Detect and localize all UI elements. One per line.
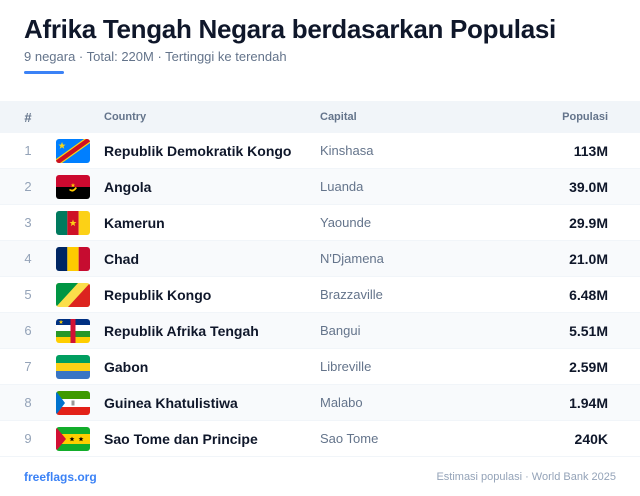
row-population: 2.59M — [569, 358, 608, 375]
row-capital: Libreville — [320, 359, 372, 374]
row-capital: N'Djamena — [320, 251, 384, 266]
row-population: 1.94M — [569, 394, 608, 411]
td-flag-icon — [56, 246, 90, 271]
table-row[interactable]: 8 Guinea Khatulistiwa Malabo 1.94M — [0, 385, 640, 421]
page-subtitle: 9 negara · Total: 220M · Tertinggi ke te… — [24, 49, 287, 64]
row-country: Republik Demokratik Kongo — [104, 142, 292, 159]
ao-flag-icon — [56, 174, 90, 199]
row-country: Gabon — [104, 358, 149, 375]
row-country: Guinea Khatulistiwa — [104, 394, 238, 411]
data-source-note: Estimasi populasi · World Bank 2025 — [436, 471, 616, 483]
row-rank: 3 — [24, 215, 32, 230]
row-capital: Brazzaville — [320, 287, 383, 302]
row-population: 6.48M — [569, 286, 608, 303]
row-capital: Sao Tome — [320, 431, 379, 446]
row-rank: 2 — [24, 179, 32, 194]
table-header: # Country Capital Populasi — [0, 101, 640, 133]
row-capital: Luanda — [320, 179, 364, 194]
gq-flag-icon — [56, 390, 90, 415]
page-title: Afrika Tengah Negara berdasarkan Populas… — [24, 14, 556, 44]
page-footer: freeflags.org Estimasi populasi · World … — [24, 470, 616, 484]
row-population: 39.0M — [569, 178, 608, 195]
site-link[interactable]: freeflags.org — [24, 470, 97, 484]
row-rank: 4 — [24, 251, 32, 266]
row-capital: Kinshasa — [320, 143, 374, 158]
row-rank: 6 — [24, 323, 32, 338]
table-row[interactable]: 6 Republik Afrika Tengah Bangui 5.51M — [0, 313, 640, 349]
row-rank: 5 — [24, 287, 32, 302]
table-row[interactable]: 2 Angola Luanda 39.0M — [0, 169, 640, 205]
row-rank: 8 — [24, 395, 32, 410]
column-header-rank[interactable]: # — [24, 109, 32, 125]
cg-flag-icon — [56, 282, 90, 307]
cf-flag-icon — [56, 318, 90, 343]
column-header-country[interactable]: Country — [104, 111, 147, 123]
population-table: # Country Capital Populasi 1 Republik De… — [0, 101, 640, 457]
row-capital: Bangui — [320, 323, 361, 338]
page-header: Afrika Tengah Negara berdasarkan Populas… — [24, 12, 616, 74]
row-country: Angola — [104, 178, 152, 195]
row-capital: Malabo — [320, 395, 363, 410]
row-country: Chad — [104, 250, 139, 267]
row-rank: 9 — [24, 431, 32, 446]
column-header-capital[interactable]: Capital — [320, 111, 357, 123]
table-row[interactable]: 1 Republik Demokratik Kongo Kinshasa 113… — [0, 133, 640, 169]
st-flag-icon — [56, 426, 90, 451]
row-population: 240K — [574, 430, 608, 447]
row-country: Republik Kongo — [104, 286, 212, 303]
table-row[interactable]: 7 Gabon Libreville 2.59M — [0, 349, 640, 385]
table-row[interactable]: 5 Republik Kongo Brazzaville 6.48M — [0, 277, 640, 313]
row-rank: 7 — [24, 359, 32, 374]
row-population: 21.0M — [569, 250, 608, 267]
cd-flag-icon — [56, 138, 90, 163]
row-country: Sao Tome dan Principe — [104, 430, 258, 447]
row-population: 29.9M — [569, 214, 608, 231]
table-row[interactable]: 9 Sao Tome dan Principe Sao Tome 240K — [0, 421, 640, 457]
table-row[interactable]: 3 Kamerun Yaounde 29.9M — [0, 205, 640, 241]
accent-bar — [24, 71, 64, 74]
column-header-population[interactable]: Populasi — [562, 111, 608, 123]
table-row[interactable]: 4 Chad N'Djamena 21.0M — [0, 241, 640, 277]
row-country: Republik Afrika Tengah — [104, 322, 259, 339]
cm-flag-icon — [56, 210, 90, 235]
row-rank: 1 — [24, 143, 32, 158]
row-capital: Yaounde — [320, 215, 372, 230]
row-population: 5.51M — [569, 322, 608, 339]
row-population: 113M — [573, 142, 608, 159]
ga-flag-icon — [56, 354, 90, 379]
row-country: Kamerun — [104, 214, 165, 231]
